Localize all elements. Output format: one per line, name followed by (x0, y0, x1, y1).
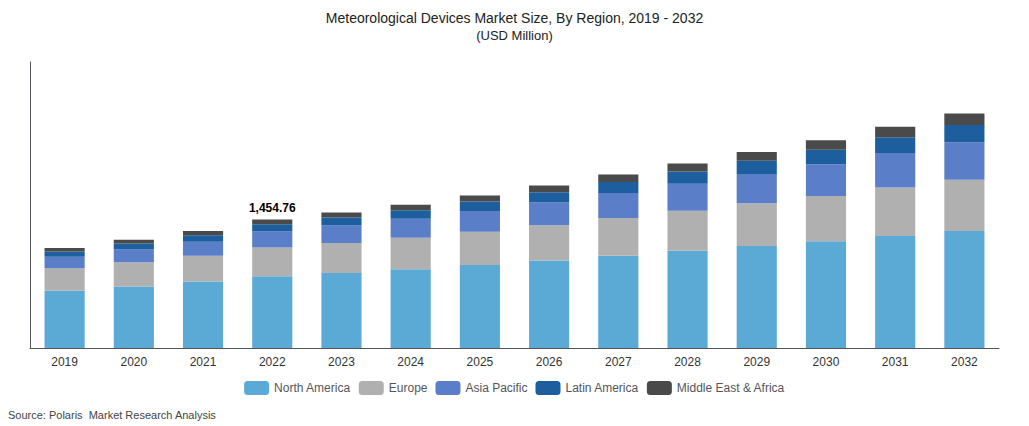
svg-text:2020: 2020 (120, 355, 147, 369)
svg-text:2032: 2032 (951, 355, 978, 369)
svg-text:2030: 2030 (813, 355, 840, 369)
svg-text:1,454.76: 1,454.76 (249, 201, 296, 215)
svg-text:(USD Million): (USD Million) (476, 28, 553, 43)
svg-text:2025: 2025 (467, 355, 494, 369)
svg-text:Europe: Europe (389, 381, 428, 395)
svg-text:2024: 2024 (397, 355, 424, 369)
svg-text:Meteorological Devices Market: Meteorological Devices Market Size, By R… (326, 10, 704, 26)
svg-text:2028: 2028 (674, 355, 701, 369)
svg-text:Middle East & Africa: Middle East & Africa (677, 381, 785, 395)
svg-text:2026: 2026 (536, 355, 563, 369)
svg-text:North America: North America (274, 381, 350, 395)
svg-text:2023: 2023 (328, 355, 355, 369)
svg-text:Latin America: Latin America (565, 381, 638, 395)
svg-text:2021: 2021 (190, 355, 217, 369)
svg-text:Asia Pacific: Asia Pacific (465, 381, 527, 395)
svg-text:2029: 2029 (743, 355, 770, 369)
svg-text:Source: Polaris Market Resear: Source: Polaris Market Research Analysis (8, 409, 216, 421)
svg-text:2019: 2019 (51, 355, 78, 369)
svg-text:2027: 2027 (605, 355, 632, 369)
svg-text:2031: 2031 (882, 355, 909, 369)
svg-text:2022: 2022 (259, 355, 286, 369)
